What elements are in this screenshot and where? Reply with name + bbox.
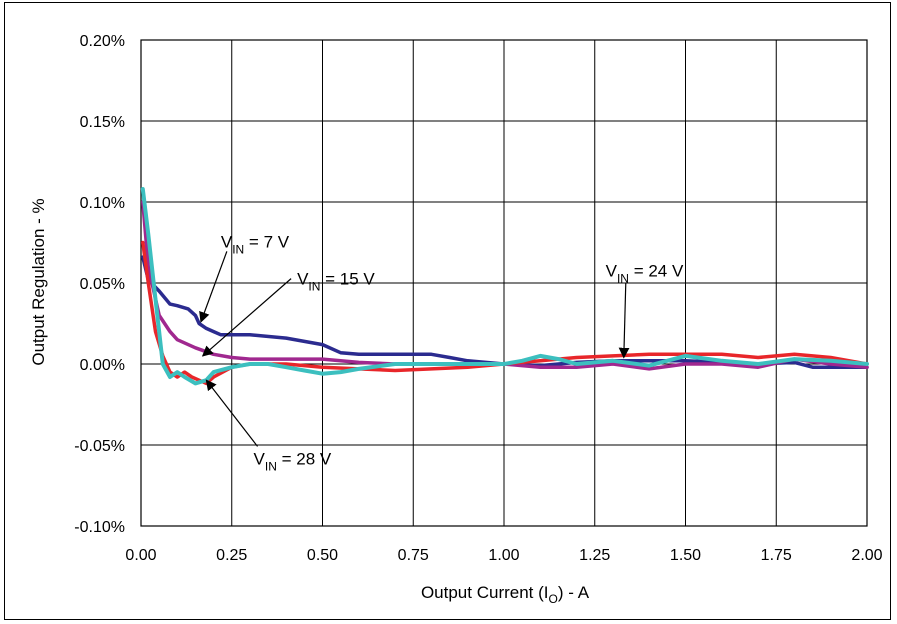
y-tick-label-6: -0.10% (74, 519, 125, 536)
y-tick-label-0: 0.20% (80, 33, 125, 50)
y-tick-label-3: 0.05% (80, 276, 125, 293)
y-tick-label-2: 0.10% (80, 195, 125, 212)
annotation-a15: VIN = 15 V (297, 270, 375, 294)
annotation-arrow-a24 (618, 282, 630, 359)
series-lines (140, 187, 869, 386)
x-tick-label-4: 1.00 (488, 547, 519, 564)
annotation-a24: VIN = 24 V (606, 262, 684, 286)
y-tick-label-5: -0.05% (74, 438, 125, 455)
y-axis-label: Output Regulation - % (29, 198, 48, 365)
annotation-arrow-a15 (201, 278, 292, 357)
plot-border (140, 39, 868, 527)
x-tick-label-2: 0.50 (307, 547, 338, 564)
x-tick-label-8: 2.00 (851, 547, 882, 564)
y-tick-label-1: 0.15% (80, 114, 125, 131)
x-tick-label-0: 0.00 (125, 547, 156, 564)
annotation-a28: VIN = 28 V (254, 449, 332, 473)
tick-labels: 0.00 0.25 0.50 0.75 1.00 1.25 1.50 1.75 2.00 0.20… (74, 33, 882, 564)
grid-lines (140, 39, 868, 527)
annotation-arrow-a7 (199, 251, 228, 323)
x-axis-label: Output Current (IO) - A (421, 583, 590, 606)
series-line-vin24 (141, 240, 869, 386)
x-tick-label-1: 0.25 (216, 547, 247, 564)
x-tick-label-6: 1.50 (670, 547, 701, 564)
annotation-arrow-a28 (205, 379, 259, 447)
x-tick-label-5: 1.25 (579, 547, 610, 564)
series-line-vin7 (141, 255, 869, 369)
annotations: VIN = 7 V VIN = 15 V VIN = 24 V VIN = 28 V (199, 232, 684, 473)
annotation-a7: VIN = 7 V (221, 232, 290, 256)
x-tick-label-7: 1.75 (761, 547, 792, 564)
x-tick-label-3: 0.75 (398, 547, 429, 564)
y-tick-label-4: 0.00% (80, 357, 125, 374)
series-line-vin28 (140, 187, 869, 386)
series-line-vin15 (141, 200, 869, 371)
